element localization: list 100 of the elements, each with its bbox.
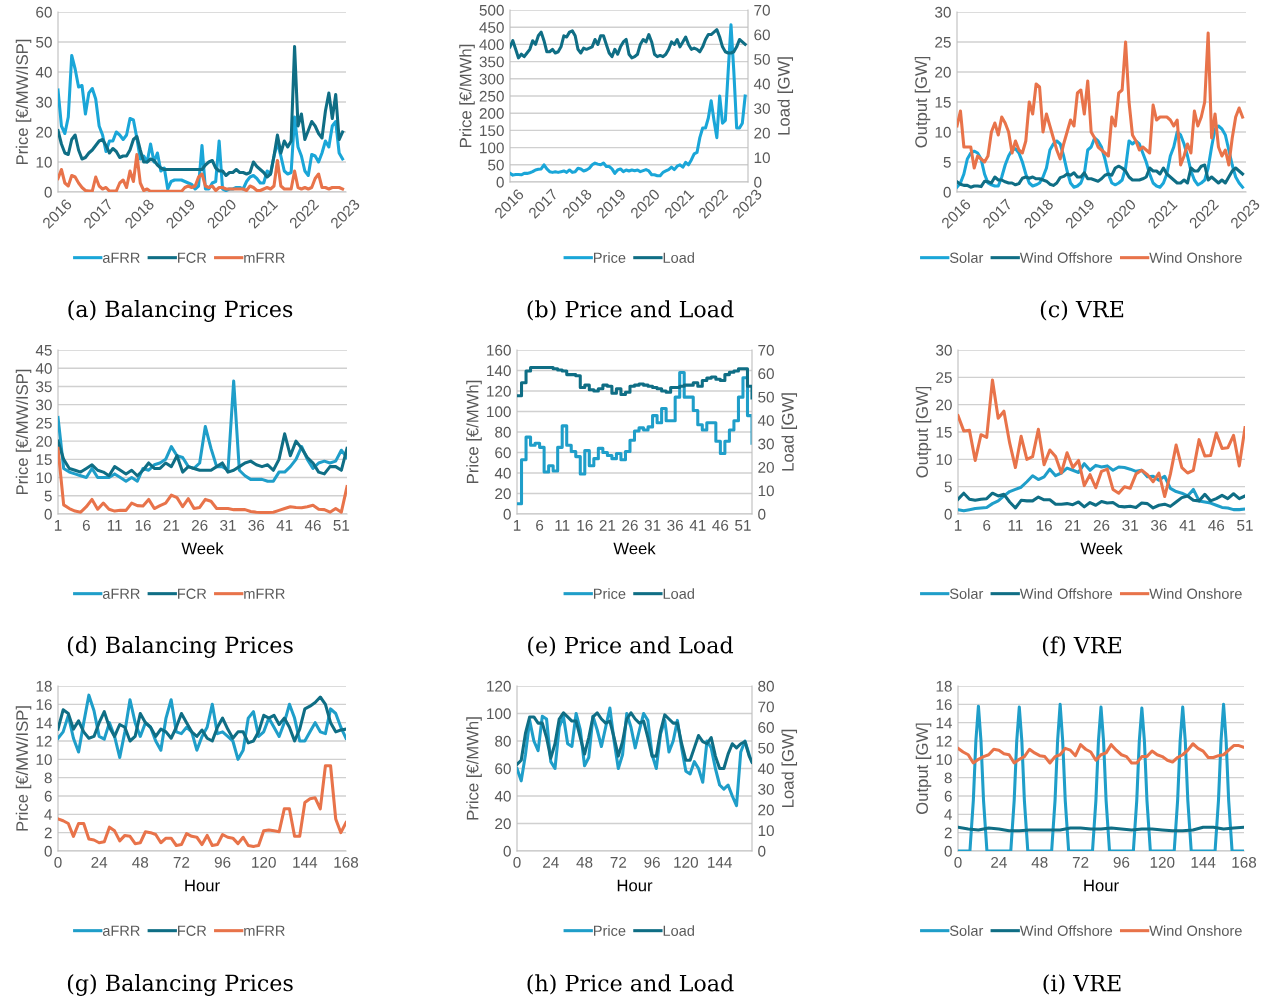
y-tick-label: 40 — [494, 467, 511, 479]
y-tick-label: 8 — [944, 772, 952, 784]
y2-tick-label: 10 — [754, 152, 770, 164]
y2-tick-label: 30 — [758, 783, 774, 795]
x-tick-label: 48 — [1031, 856, 1048, 868]
y-tick-label: 5 — [943, 157, 951, 168]
y2-tick-label: 40 — [757, 415, 774, 426]
x-tick-label: 26 — [191, 519, 208, 531]
y2-tick-label: 70 — [758, 701, 774, 713]
y-tick-label: 20 — [936, 399, 952, 411]
y-tick-label: 200 — [479, 108, 504, 119]
x-tick-label: 41 — [1179, 520, 1196, 531]
x-tick-label: 96 — [644, 856, 660, 868]
legend-label: aFRR — [102, 252, 140, 263]
y-tick-label: 10 — [935, 126, 951, 138]
y2-tick-label: 20 — [758, 804, 774, 816]
x-tick-label: 41 — [276, 520, 293, 531]
y-tick-label: 0 — [496, 176, 504, 188]
y-tick-label: 60 — [495, 763, 511, 775]
y-tick-label: 100 — [480, 142, 504, 154]
y-tick-label: 20 — [495, 488, 511, 500]
y-tick-label: 15 — [936, 427, 952, 438]
x-axis-title: Week — [613, 542, 656, 555]
y-tick-label: 35 — [36, 381, 52, 393]
y2-tick-label: 70 — [758, 344, 774, 356]
legend-label: FCR — [178, 252, 207, 263]
x-tick-label: 31 — [1122, 519, 1138, 531]
legend-label: mFRR — [244, 252, 285, 263]
y-axis-title: Output [GW] — [914, 56, 931, 148]
y2-axis-title: Load [GW] — [781, 393, 798, 471]
y-tick-label: 100 — [487, 708, 511, 720]
legend-label: Price — [593, 925, 626, 936]
y-tick-label: 20 — [36, 126, 52, 138]
y-tick-label: 120 — [487, 680, 511, 692]
x-tick-label: 16 — [577, 519, 593, 531]
x-tick-label: 6 — [983, 519, 991, 531]
y-tick-label: 450 — [479, 22, 504, 33]
y-tick-label: 120 — [487, 385, 511, 397]
x-tick-label: 21 — [599, 519, 616, 531]
y-axis-title: Price [€/MWh] — [459, 44, 475, 147]
text: (g) Balancing Prices — [67, 974, 293, 996]
line-series — [510, 23, 747, 178]
legend-label: mFRR — [244, 925, 285, 936]
y-tick-label: 300 — [479, 73, 504, 85]
x-tick-label: 6 — [82, 519, 90, 531]
y2-tick-label: 80 — [758, 680, 774, 692]
x-tick-label: 51 — [333, 520, 350, 531]
y-axis-title: Price [€/MW/ISP] — [15, 369, 32, 495]
y-axis-title: Price [€/MWh] — [466, 380, 482, 483]
y-tick-label: 50 — [36, 36, 52, 48]
y-tick-label: 80 — [495, 735, 511, 747]
x-tick-label: 144 — [293, 857, 318, 868]
legend-label: FCR — [178, 925, 207, 936]
y-tick-label: 40 — [494, 790, 511, 802]
x-tick-label: 48 — [576, 856, 593, 868]
y-tick-label: 40 — [35, 363, 52, 374]
line-series — [58, 764, 346, 848]
y-tick-label: 10 — [936, 454, 952, 466]
x-tick-label: 1 — [513, 520, 521, 531]
y2-tick-label: 60 — [758, 722, 774, 733]
line-series — [58, 695, 346, 745]
y-tick-label: 0 — [44, 845, 52, 857]
x-tick-label: 6 — [536, 519, 544, 531]
line-series — [957, 163, 1245, 189]
y-tick-label: 10 — [36, 754, 52, 766]
legend-label: Solar — [949, 925, 984, 936]
y2-tick-label: 50 — [758, 742, 774, 754]
y-tick-label: 25 — [936, 372, 952, 384]
x-tick-label: 120 — [674, 856, 699, 868]
text: (b) Price and Load — [527, 300, 734, 321]
y-axis-title: Price [€/MW/ISP] — [15, 39, 32, 165]
x-tick-label: 11 — [555, 520, 570, 531]
x-tick-label: 36 — [248, 519, 265, 531]
x-tick-label: 41 — [689, 520, 706, 531]
x-tick-label: 24 — [91, 856, 108, 868]
x-tick-label: 72 — [173, 856, 190, 868]
y-tick-label: 6 — [944, 790, 952, 802]
y-tick-label: 14 — [36, 717, 52, 729]
x-tick-label: 0 — [54, 856, 62, 868]
y-axis-title: Output [GW] — [915, 386, 932, 478]
y2-tick-label: 70 — [754, 4, 770, 16]
y-tick-label: 0 — [503, 845, 511, 857]
y-tick-label: 14 — [936, 717, 952, 729]
legend-label: aFRR — [102, 925, 140, 936]
y2-axis-title: Load [GW] — [781, 729, 798, 807]
x-axis-title: Hour — [1084, 879, 1119, 892]
y-tick-label: 6 — [44, 790, 52, 802]
text: (c) VRE — [1040, 300, 1124, 321]
x-tick-label: 36 — [667, 519, 683, 531]
legend-label: Wind Offshore — [1019, 252, 1113, 263]
legend-label: Price — [593, 588, 626, 599]
x-tick-label: 31 — [644, 519, 661, 531]
x-tick-label: 46 — [304, 519, 321, 531]
text: (d) Balancing Prices — [67, 636, 293, 658]
line-series — [958, 378, 1245, 499]
x-tick-label: 0 — [954, 856, 962, 868]
text: (e) Price and Load — [528, 636, 734, 657]
legend-label: mFRR — [244, 588, 285, 599]
y2-tick-label: 10 — [758, 485, 774, 497]
x-tick-label: 120 — [1150, 856, 1175, 868]
